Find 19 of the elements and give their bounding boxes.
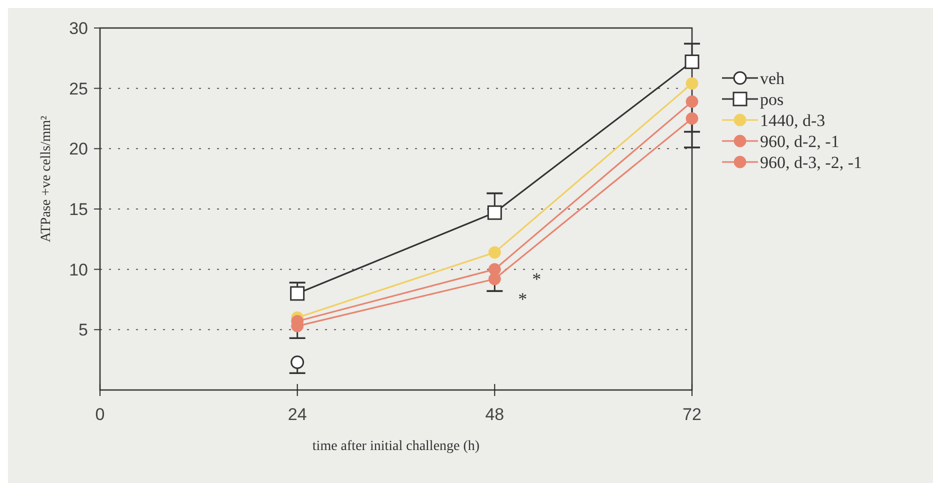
y-tick-label: 15: [69, 200, 88, 219]
y-axis-title: ATPase +ve cells/mm²: [39, 116, 54, 242]
legend-label: 960, d-2, -1: [760, 132, 840, 151]
y-tick-label: 5: [78, 320, 88, 340]
legend-label: pos: [760, 90, 784, 109]
y-tick-label: 25: [69, 79, 88, 98]
legend-label: veh: [760, 68, 786, 88]
legend-label: 960, d-3, -2, -1: [760, 152, 862, 172]
x-axis-title: time after initial challenge (h): [312, 439, 480, 454]
annotation: *: [518, 288, 528, 309]
x-tick-label: 24: [288, 405, 307, 424]
x-tick-label: 48: [485, 405, 504, 424]
x-tick-label: 0: [95, 405, 105, 424]
y-tick-label: 30: [69, 18, 88, 38]
y-tick-label: 20: [69, 140, 88, 159]
x-tick-label: 72: [682, 405, 702, 424]
legend-label: 1440, d-3: [760, 110, 826, 130]
annotation: *: [532, 268, 542, 289]
y-tick-label: 10: [69, 260, 88, 280]
